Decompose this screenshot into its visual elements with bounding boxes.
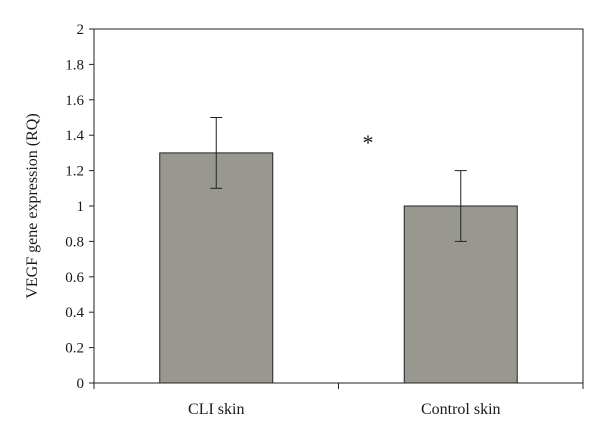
y-tick-label: 0: [77, 376, 85, 392]
y-tick-label: 0.2: [65, 341, 84, 357]
y-tick-label: 0.6: [65, 270, 84, 286]
y-tick-label: 0.8: [65, 234, 84, 250]
labels-layer: 0 0.2 0.4 0.6 0.8 1 1.2 1.4 1.6 1.8 2 CLI skin Contr…: [65, 22, 500, 418]
x-category-label: CLI skin: [188, 401, 244, 418]
error-bars-layer: [210, 117, 467, 242]
y-tick-label: 0.4: [65, 305, 84, 321]
y-tick-label: 1.4: [65, 128, 84, 144]
bars-layer: [159, 152, 518, 384]
bar: [159, 152, 274, 384]
y-axis-title: VEGF gene expression (RQ): [24, 113, 41, 298]
y-tick-label: 1: [77, 199, 85, 215]
axes-layer: [89, 28, 584, 389]
significance-annotation: *: [363, 130, 374, 155]
y-tick-label: 2: [77, 22, 85, 38]
x-category-label: Control skin: [421, 401, 501, 418]
y-tick-label: 1.2: [65, 164, 84, 180]
y-tick-label: 1.6: [65, 93, 84, 109]
y-tick-label: 1.8: [65, 57, 84, 73]
